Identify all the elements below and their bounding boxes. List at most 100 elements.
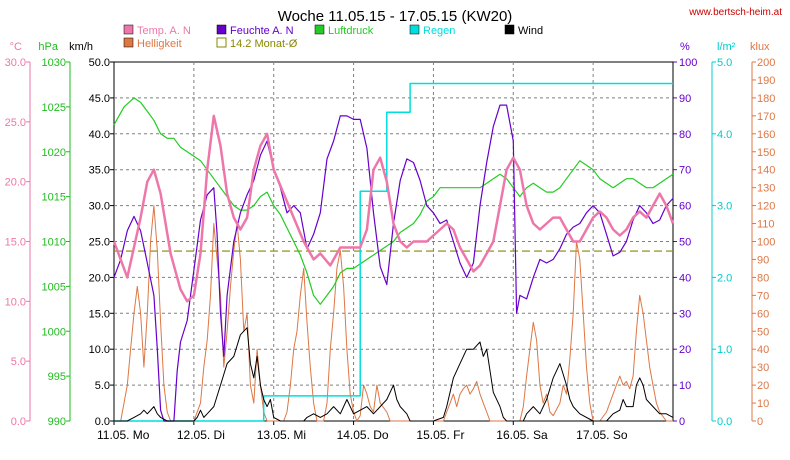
legend-swatch: [409, 24, 420, 35]
light-tick-label: 50: [757, 326, 769, 338]
temp-tick-label: 20.0: [5, 177, 26, 189]
legend-swatch: [123, 24, 134, 35]
pressure-tick-label: 1020: [42, 147, 66, 159]
light-tick-label: 120: [757, 201, 775, 213]
humidity-tick-label: 40: [679, 272, 691, 284]
series-line-temp-a-n: [112, 114, 675, 303]
light-tick-label: 130: [757, 183, 775, 195]
legend-swatch: [504, 24, 515, 35]
pressure-tick-label: 1010: [42, 237, 66, 249]
light-tick-label: 10: [757, 398, 769, 410]
x-tick-label: 14.05. Do: [337, 428, 389, 442]
light-tick-label: 80: [757, 272, 769, 284]
pressure-tick-label: 1030: [42, 57, 66, 69]
rain-tick-label: 4.0: [717, 129, 732, 141]
rain-tick-label: 2.0: [717, 272, 732, 284]
source-url[interactable]: www.bertsch-heim.at: [688, 7, 782, 18]
humidity-tick-label: 50: [679, 237, 691, 249]
legend-swatch: [123, 37, 134, 48]
pressure-tick-label: 1015: [42, 192, 66, 204]
light-tick-label: 0: [757, 416, 763, 428]
light-tick-label: 40: [757, 344, 769, 356]
light-tick-label: 60: [757, 308, 769, 320]
humidity-tick-label: 0: [679, 416, 685, 428]
light-tick-label: 190: [757, 75, 775, 87]
humidity-tick-label: 90: [679, 93, 691, 105]
wind-axis-label: km/h: [69, 41, 93, 53]
series-line-helligkeit: [114, 205, 673, 422]
plot-area: [112, 61, 675, 422]
humidity-tick-label: 80: [679, 129, 691, 141]
wind-tick-label: 30.0: [89, 201, 110, 213]
light-tick-label: 110: [757, 219, 775, 231]
wind-tick-label: 20.0: [89, 272, 110, 284]
series-line-regen: [114, 82, 673, 422]
rain-tick-label: 1.0: [717, 344, 732, 356]
x-tick-label: 15.05. Fr: [416, 428, 464, 442]
rain-axis-label: l/m²: [717, 41, 736, 53]
light-tick-label: 20: [757, 380, 769, 392]
chart-title: Woche 11.05.15 - 17.05.15 (KW20): [278, 8, 513, 25]
light-tick-label: 30: [757, 362, 769, 374]
pressure-tick-label: 1005: [42, 281, 66, 293]
light-tick-label: 150: [757, 147, 775, 159]
pressure-tick-label: 995: [48, 371, 66, 383]
humidity-tick-label: 20: [679, 344, 691, 356]
x-tick-label: 13.05. Mi: [257, 428, 306, 442]
temp-tick-label: 0.0: [11, 416, 26, 428]
humidity-axis-label: %: [680, 41, 690, 53]
legend-label: Regen: [423, 25, 455, 37]
legend-swatch: [314, 24, 325, 35]
pressure-axis-label: hPa: [38, 41, 58, 53]
humidity-tick-label: 70: [679, 165, 691, 177]
x-tick-label: 17.05. So: [576, 428, 628, 442]
temp-tick-label: 25.0: [5, 117, 26, 129]
light-tick-label: 180: [757, 93, 775, 105]
light-tick-label: 70: [757, 290, 769, 302]
humidity-tick-label: 30: [679, 308, 691, 320]
legend-label: 14.2 Monat-Ø: [230, 38, 298, 50]
wind-tick-label: 0.0: [95, 416, 110, 428]
light-axis-label: klux: [750, 41, 770, 53]
rain-tick-label: 0.0: [717, 416, 732, 428]
wind-tick-label: 35.0: [89, 165, 110, 177]
temp-axis-label: °C: [10, 41, 22, 53]
x-tick-label: 11.05. Mo: [97, 428, 150, 442]
light-tick-label: 90: [757, 254, 769, 266]
series-line-luftdruck: [113, 97, 674, 305]
series-line-wind: [114, 327, 674, 422]
pressure-tick-label: 1025: [42, 102, 66, 114]
wind-tick-label: 40.0: [89, 129, 110, 141]
wind-tick-label: 5.0: [95, 380, 110, 392]
temp-tick-label: 5.0: [11, 356, 26, 368]
wind-tick-label: 25.0: [89, 237, 110, 249]
wind-tick-label: 50.0: [89, 57, 110, 69]
x-tick-label: 12.05. Di: [177, 428, 225, 442]
light-tick-label: 160: [757, 129, 775, 141]
wind-tick-label: 15.0: [89, 308, 110, 320]
humidity-tick-label: 60: [679, 201, 691, 213]
legend-swatch: [216, 37, 227, 48]
legend-label: Wind: [518, 25, 543, 37]
temp-tick-label: 15.0: [5, 237, 26, 249]
axes: °C0.05.010.015.020.025.030.0hPa990995100…: [5, 41, 776, 442]
pressure-tick-label: 990: [48, 416, 66, 428]
light-tick-label: 140: [757, 165, 775, 177]
legend-label: Helligkeit: [137, 38, 182, 50]
legend-label: Feuchte A. N: [230, 25, 294, 37]
humidity-tick-label: 10: [679, 380, 691, 392]
temp-tick-label: 10.0: [5, 296, 26, 308]
wind-tick-label: 10.0: [89, 344, 110, 356]
legend-label: Temp. A. N: [137, 25, 191, 37]
legend: Temp. A. N Feuchte A. N Luftdruck Regen Wind…: [123, 24, 543, 50]
rain-tick-label: 3.0: [717, 201, 732, 213]
light-tick-label: 100: [757, 237, 775, 249]
wind-tick-label: 45.0: [89, 93, 110, 105]
light-tick-label: 200: [757, 57, 775, 69]
pressure-tick-label: 1000: [42, 326, 66, 338]
rain-tick-label: 5.0: [717, 57, 732, 69]
temp-tick-label: 30.0: [5, 57, 26, 69]
x-tick-label: 16.05. Sa: [496, 428, 548, 442]
humidity-tick-label: 100: [679, 57, 697, 69]
